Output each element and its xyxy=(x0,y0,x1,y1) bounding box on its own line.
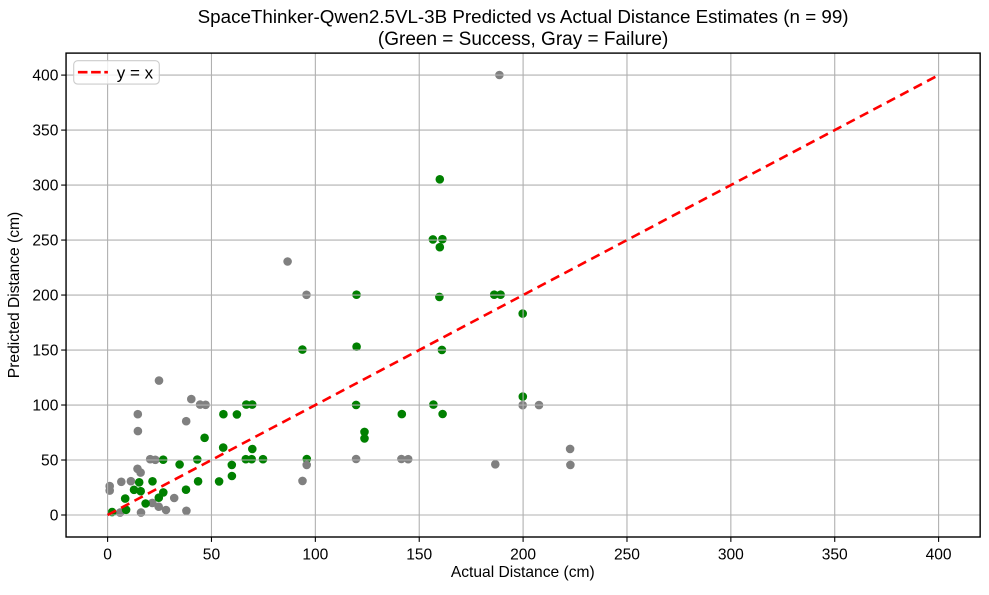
svg-text:100: 100 xyxy=(32,397,58,414)
svg-text:y = x: y = x xyxy=(117,63,154,82)
svg-text:400: 400 xyxy=(32,67,58,84)
svg-text:0: 0 xyxy=(50,507,59,524)
svg-text:100: 100 xyxy=(302,546,328,563)
svg-text:50: 50 xyxy=(41,452,59,469)
svg-text:150: 150 xyxy=(32,342,58,359)
svg-text:350: 350 xyxy=(32,122,58,139)
svg-text:50: 50 xyxy=(203,546,221,563)
svg-text:Actual Distance (cm): Actual Distance (cm) xyxy=(451,564,595,581)
svg-text:Predicted Distance (cm): Predicted Distance (cm) xyxy=(6,212,23,378)
svg-text:200: 200 xyxy=(32,287,58,304)
svg-text:(Green = Success, Gray = Failu: (Green = Success, Gray = Failure) xyxy=(378,29,668,50)
svg-text:200: 200 xyxy=(510,546,536,563)
svg-text:250: 250 xyxy=(614,546,640,563)
svg-text:150: 150 xyxy=(406,546,432,563)
svg-text:350: 350 xyxy=(822,546,848,563)
svg-text:SpaceThinker-Qwen2.5VL-3B Pred: SpaceThinker-Qwen2.5VL-3B Predicted vs A… xyxy=(198,6,849,27)
svg-text:250: 250 xyxy=(32,232,58,249)
svg-text:400: 400 xyxy=(926,546,952,563)
svg-text:300: 300 xyxy=(32,177,58,194)
svg-text:0: 0 xyxy=(103,546,112,563)
svg-text:300: 300 xyxy=(718,546,744,563)
